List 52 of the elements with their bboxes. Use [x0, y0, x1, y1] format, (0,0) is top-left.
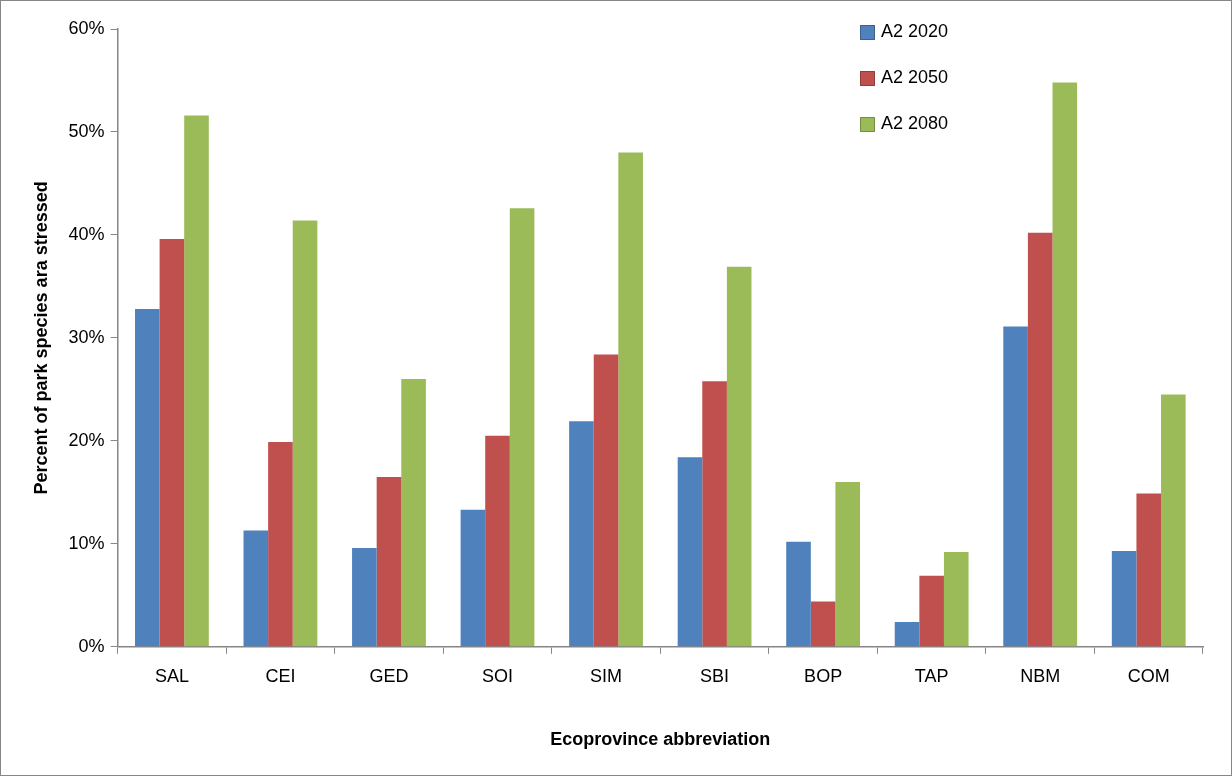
x-tick-label: COM	[1127, 665, 1170, 686]
bar	[593, 354, 619, 647]
bar	[835, 482, 861, 647]
bar	[1136, 493, 1162, 647]
y-tick-label: 60%	[68, 17, 105, 38]
x-tick-label: TAP	[914, 665, 949, 686]
x-tick-label: BOP	[804, 665, 843, 686]
x-tick-label: SAL	[154, 665, 189, 686]
bar	[243, 530, 269, 647]
bar	[894, 622, 920, 647]
bar	[509, 208, 535, 647]
bar	[184, 115, 209, 647]
bar	[485, 435, 510, 647]
bar	[569, 421, 594, 647]
bar	[702, 381, 727, 647]
x-tick-label: SBI	[700, 665, 730, 686]
bar	[726, 266, 752, 647]
y-axis-title: Percent of park species ara stressed	[30, 181, 51, 495]
bar	[376, 476, 402, 647]
y-tick-label: 20%	[68, 429, 105, 450]
y-tick-label: 10%	[68, 532, 105, 553]
bar	[1052, 82, 1078, 647]
bar	[159, 239, 185, 647]
bar	[618, 152, 643, 647]
y-tick-label: 0%	[78, 635, 105, 656]
legend-label: A2 2050	[881, 66, 949, 87]
x-axis-title: Ecoprovince abbreviation	[550, 729, 771, 750]
bar	[352, 547, 377, 647]
bar	[1161, 394, 1186, 647]
y-tick-label: 40%	[68, 223, 105, 244]
bar	[401, 379, 426, 647]
y-tick-label: 30%	[68, 326, 105, 347]
bar	[292, 220, 318, 647]
bar	[919, 575, 944, 647]
legend-label: A2 2080	[881, 112, 949, 133]
bar	[1111, 551, 1137, 647]
bar	[810, 601, 836, 647]
bar	[1027, 232, 1053, 647]
bar	[943, 552, 969, 647]
x-tick-label: SOI	[482, 665, 514, 686]
legend-label: A2 2020	[881, 20, 949, 41]
bar	[677, 457, 703, 647]
bar	[268, 441, 293, 647]
x-tick-label: GED	[369, 665, 409, 686]
x-tick-label: CEI	[265, 665, 296, 686]
x-tick-label: NBM	[1020, 665, 1061, 686]
bar	[786, 541, 811, 647]
y-tick-label: 50%	[68, 120, 105, 141]
bar	[134, 309, 160, 647]
bar	[460, 509, 486, 647]
x-tick-label: SIM	[590, 665, 623, 686]
bar	[1003, 326, 1028, 647]
